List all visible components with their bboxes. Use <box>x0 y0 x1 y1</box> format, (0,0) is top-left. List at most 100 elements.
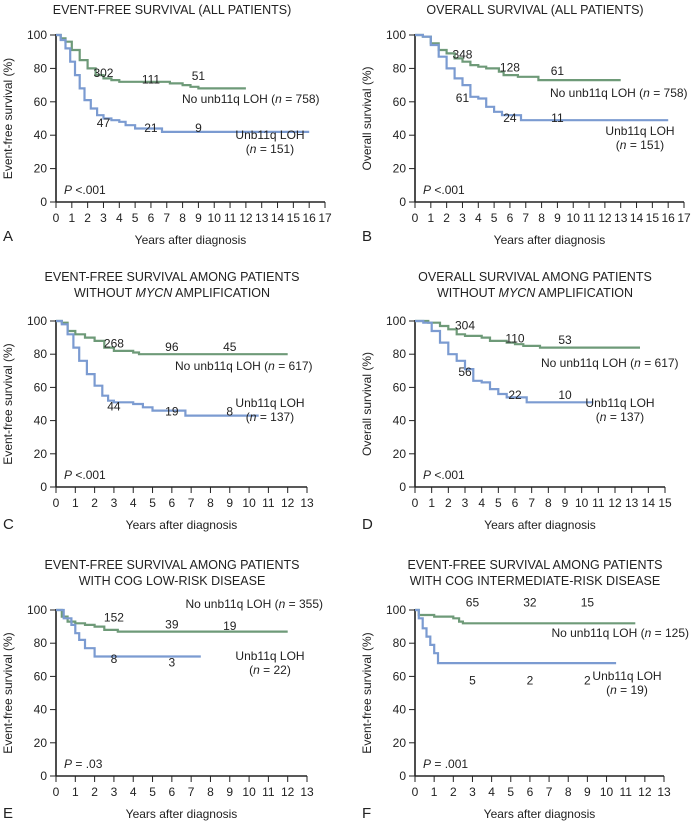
x-tick-label: 8 <box>538 211 545 225</box>
x-tick-label: 4 <box>130 496 137 510</box>
y-tick-label: 80 <box>393 347 407 361</box>
x-tick-label: 8 <box>207 785 214 799</box>
x-tick-label: 0 <box>412 496 419 510</box>
x-tick-label: 12 <box>239 211 253 225</box>
series-label-n: (n = 137) <box>596 410 644 424</box>
y-axis-label: Event-free survival (%) <box>1 343 15 464</box>
x-tick-label: 14 <box>642 496 656 510</box>
x-tick-label: 3 <box>111 785 118 799</box>
y-tick-label: 100 <box>27 603 47 617</box>
x-tick-label: 13 <box>300 785 314 799</box>
x-tick-label: 0 <box>412 785 419 799</box>
survival-curve-no-unb11q-loh <box>415 319 640 349</box>
x-tick-label: 7 <box>546 785 553 799</box>
panel-label: E <box>3 805 13 822</box>
series-label: No unb11q LOH (n = 125) <box>551 626 689 640</box>
x-tick-label: 11 <box>592 496 605 510</box>
x-tick-label: 1 <box>72 496 79 510</box>
y-tick-label: 40 <box>393 414 407 428</box>
x-tick-label: 15 <box>658 496 672 510</box>
x-tick-label: 2 <box>84 211 91 225</box>
x-tick-label: 6 <box>148 211 155 225</box>
at-risk-count: 51 <box>192 69 206 83</box>
x-tick-label: 14 <box>630 211 644 225</box>
chart-panel-b: OVERALL SURVIVAL (ALL PATIENTS)020406080… <box>360 3 691 247</box>
x-tick-label: 12 <box>638 785 652 799</box>
panel-label: F <box>362 805 371 822</box>
x-tick-label: 10 <box>575 496 589 510</box>
at-risk-count: 32 <box>523 596 537 610</box>
y-axis-label: Event-free survival (%) <box>1 58 15 179</box>
y-tick-label: 60 <box>393 669 407 683</box>
x-tick-label: 6 <box>169 785 176 799</box>
x-tick-label: 9 <box>226 496 233 510</box>
series-label: No unb11q LOH (n = 758) <box>550 86 688 100</box>
y-tick-label: 0 <box>399 195 406 209</box>
x-tick-label: 12 <box>608 496 622 510</box>
x-tick-label: 7 <box>163 211 170 225</box>
y-tick-label: 40 <box>34 128 48 142</box>
series-label: Unb11q LOH <box>235 649 304 663</box>
x-tick-label: 8 <box>545 496 552 510</box>
y-tick-label: 60 <box>393 380 407 394</box>
x-tick-label: 0 <box>412 211 419 225</box>
at-risk-count: 44 <box>107 400 121 414</box>
series-label-n: (n = 151) <box>616 138 664 152</box>
y-tick-label: 100 <box>386 28 406 42</box>
at-risk-count: 47 <box>97 116 111 130</box>
y-tick-label: 100 <box>27 314 47 328</box>
series-label: No unb11q LOH (n = 617) <box>541 356 679 370</box>
x-tick-label: 11 <box>583 211 596 225</box>
at-risk-count: 348 <box>452 47 472 61</box>
y-tick-label: 20 <box>34 736 48 750</box>
x-tick-label: 7 <box>522 211 529 225</box>
series-label: No unb11q LOH (n = 758) <box>182 92 320 106</box>
at-risk-count: 268 <box>104 337 124 351</box>
at-risk-count: 5 <box>469 674 476 688</box>
survival-curve-unb11q-loh <box>415 608 617 665</box>
x-tick-label: 11 <box>262 496 275 510</box>
x-tick-label: 12 <box>281 496 295 510</box>
chart-title: EVENT-FREE SURVIVAL (ALL PATIENTS) <box>53 3 291 17</box>
at-risk-count: 8 <box>226 405 233 419</box>
y-tick-label: 80 <box>393 636 407 650</box>
series-label: No unb11q LOH (n = 617) <box>175 359 313 373</box>
x-axis-label: Years after diagnosis <box>135 233 247 247</box>
y-tick-label: 60 <box>393 95 407 109</box>
at-risk-count: 22 <box>508 388 522 402</box>
y-tick-label: 80 <box>393 61 407 75</box>
chart-title: WITH COG INTERMEDIATE-RISK DISEASE <box>410 574 660 588</box>
x-tick-label: 5 <box>491 211 498 225</box>
y-axis-label: Overall survival (%) <box>360 66 374 170</box>
x-tick-label: 8 <box>565 785 572 799</box>
y-tick-label: 20 <box>393 447 407 461</box>
x-tick-label: 10 <box>567 211 581 225</box>
y-tick-label: 80 <box>34 61 48 75</box>
x-tick-label: 10 <box>208 211 222 225</box>
at-risk-count: 19 <box>223 619 237 633</box>
x-tick-label: 4 <box>488 785 495 799</box>
y-tick-label: 20 <box>393 162 407 176</box>
survival-curve-no-unb11q-loh <box>56 33 246 90</box>
survival-curve-unb11q-loh <box>56 319 259 417</box>
x-tick-label: 6 <box>512 496 519 510</box>
x-tick-label: 9 <box>584 785 591 799</box>
x-tick-label: 2 <box>445 496 452 510</box>
x-tick-label: 11 <box>224 211 237 225</box>
survival-curve-unb11q-loh <box>415 319 594 404</box>
at-risk-count: 61 <box>551 64 565 78</box>
y-tick-label: 60 <box>34 95 48 109</box>
x-tick-label: 5 <box>149 496 156 510</box>
x-tick-label: 2 <box>443 211 450 225</box>
x-tick-label: 3 <box>462 496 469 510</box>
x-tick-label: 8 <box>179 211 186 225</box>
at-risk-count: 302 <box>93 66 113 80</box>
y-tick-label: 20 <box>34 162 48 176</box>
y-tick-label: 60 <box>34 380 48 394</box>
at-risk-count: 152 <box>104 611 124 625</box>
x-tick-label: 3 <box>459 211 466 225</box>
x-tick-label: 16 <box>302 211 316 225</box>
chart-title: OVERALL SURVIVAL AMONG PATIENTS <box>418 270 652 284</box>
chart-title: WITHOUT MYCN AMPLIFICATION <box>437 286 633 300</box>
